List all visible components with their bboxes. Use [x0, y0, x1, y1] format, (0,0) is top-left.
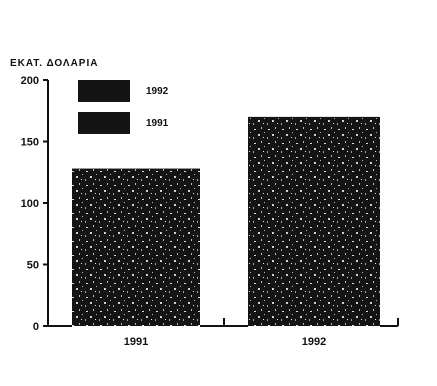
bar-1991: [72, 168, 200, 326]
x-axis: 1991 1992: [48, 318, 399, 348]
y-axis-ticks: 0 50 100 150 200: [21, 75, 48, 333]
legend-swatch-1992: [78, 80, 130, 102]
legend-swatch-1991: [78, 112, 130, 134]
bar-1992: [248, 116, 380, 327]
y-tick-label: 50: [27, 260, 39, 272]
legend-label: 1991: [146, 118, 169, 129]
y-tick-label: 100: [21, 198, 39, 210]
y-tick-label: 150: [21, 137, 39, 149]
legend-label: 1992: [146, 86, 169, 97]
legend: 1992 1991: [78, 80, 169, 134]
y-axis-label: ΕΚΑΤ. ΔΟΛΑΡΙΑ: [10, 58, 98, 69]
x-tick-label: 1992: [302, 336, 326, 348]
x-tick-label: 1991: [124, 336, 148, 348]
y-tick-label: 0: [33, 321, 39, 333]
bars: [72, 116, 380, 327]
y-tick-label: 200: [21, 75, 39, 87]
